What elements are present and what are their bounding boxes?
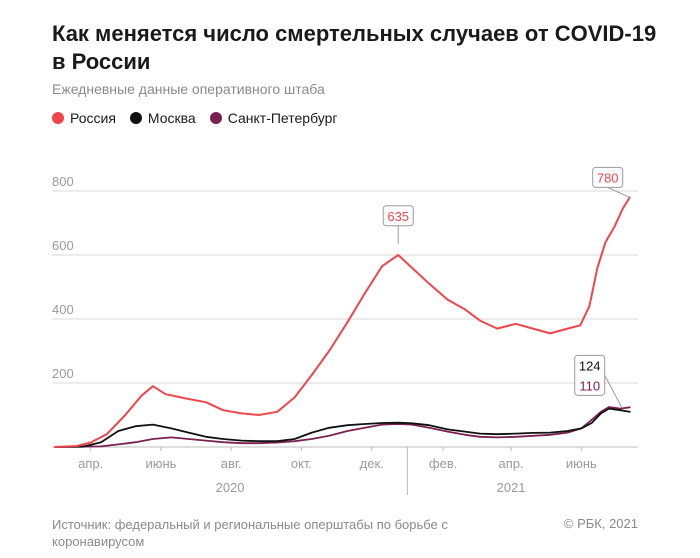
- annotation-peak-2021-label: 780: [597, 170, 619, 185]
- source-note: Источник: федеральный и региональные опе…: [52, 517, 448, 549]
- x-tick-label: апр.: [78, 456, 103, 471]
- x-tick-label: июнь: [145, 456, 176, 471]
- legend-dot-russia: [52, 112, 64, 124]
- annotation-stack-box: [574, 354, 606, 396]
- legend-label-russia: Россия: [70, 110, 116, 126]
- legend-dot-moscow: [129, 112, 142, 124]
- annotation-peak-2020-label: 635: [387, 209, 409, 224]
- x-tick-label: авг.: [221, 456, 242, 471]
- x-tick-label: фев.: [429, 456, 457, 471]
- y-tick-label: 800: [52, 174, 74, 189]
- deaths-line-chart: 200 400 600 800 апр. июнь авг. окт. дек. фев. апр.…: [52, 166, 638, 495]
- x-tick-label: дек.: [360, 456, 384, 471]
- year-label: 2020: [216, 480, 245, 495]
- series-line-spb: [54, 406, 631, 448]
- series-line-moscow: [54, 407, 631, 448]
- y-tick-label: 600: [52, 238, 74, 253]
- subtitle: Ежедневные данные оперативного штаба: [52, 81, 325, 97]
- y-tick-label: 400: [52, 302, 74, 317]
- legend-item-moscow: Москва: [129, 110, 196, 126]
- copyright: © РБК, 2021: [563, 516, 638, 531]
- x-tick-label: июнь: [566, 456, 597, 471]
- annotation-stack-leader: [604, 375, 623, 408]
- legend-item-spb: Санкт-Петербург: [209, 110, 338, 126]
- annotation-peak-2021-leader: [607, 186, 630, 198]
- legend-label-spb: Санкт-Петербург: [227, 110, 338, 126]
- x-tick-label: апр.: [499, 456, 524, 471]
- legend-dot-spb: [209, 112, 222, 124]
- year-label: 2021: [497, 480, 526, 495]
- annotation-110-label: 110: [579, 378, 600, 393]
- annotation-124-label: 124: [579, 358, 601, 373]
- x-tick-label: окт.: [291, 456, 312, 471]
- page-title: Как меняется число смертельных случаев о…: [52, 21, 657, 74]
- legend: Россия Москва Санкт-Петербург: [52, 110, 352, 126]
- legend-label-moscow: Москва: [147, 110, 196, 126]
- series-line-russia: [54, 196, 631, 448]
- legend-item-russia: Россия: [52, 110, 116, 126]
- annotation-peak-2021-box: [592, 166, 624, 188]
- y-tick-label: 200: [52, 366, 74, 381]
- annotation-peak-2020-box: [382, 205, 414, 227]
